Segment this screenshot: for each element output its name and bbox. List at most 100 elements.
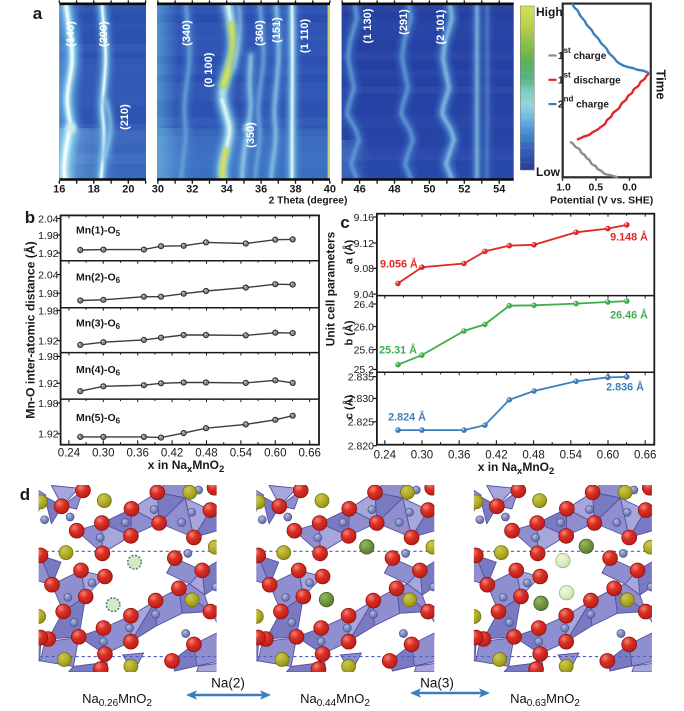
svg-text:Na0.44MnO2: Na0.44MnO2	[300, 691, 370, 709]
svg-text:54: 54	[493, 183, 506, 195]
svg-text:0.54: 0.54	[230, 448, 253, 460]
svg-text:2.820: 2.820	[348, 441, 374, 453]
svg-text:40: 40	[324, 183, 336, 195]
svg-text:0.48: 0.48	[195, 448, 217, 460]
svg-text:0.42: 0.42	[485, 450, 507, 462]
svg-text:32: 32	[186, 183, 198, 195]
svg-text:x in NaxMnO2: x in NaxMnO2	[478, 460, 555, 477]
svg-text:1.98: 1.98	[38, 288, 59, 300]
svg-text:Mn(2)-O6: Mn(2)-O6	[76, 271, 121, 285]
svg-text:a (Å): a (Å)	[343, 239, 356, 264]
svg-text:Mn-O inter-atomic distance (Å): Mn-O inter-atomic distance (Å)	[23, 241, 38, 418]
svg-text:0.0: 0.0	[622, 182, 637, 194]
svg-text:(0 100): (0 100)	[203, 52, 215, 87]
svg-text:36: 36	[255, 183, 267, 195]
svg-text:0.42: 0.42	[161, 448, 183, 460]
svg-text:25.31 Å: 25.31 Å	[379, 344, 417, 357]
svg-text:Mn(4)-O6: Mn(4)-O6	[76, 364, 121, 378]
svg-text:0.24: 0.24	[374, 450, 397, 462]
svg-text:0.66: 0.66	[298, 448, 320, 460]
svg-text:34: 34	[221, 183, 234, 195]
svg-text:1.98: 1.98	[38, 351, 59, 363]
svg-text:2.04: 2.04	[38, 269, 59, 281]
svg-text:(291): (291)	[398, 9, 410, 35]
svg-text:d: d	[20, 485, 30, 504]
svg-text:26.0: 26.0	[354, 321, 375, 333]
svg-text:0.66: 0.66	[634, 450, 656, 462]
svg-text:0.36: 0.36	[448, 450, 470, 462]
svg-text:2.836 Å: 2.836 Å	[606, 381, 644, 394]
svg-text:1.0: 1.0	[556, 182, 571, 194]
svg-text:38: 38	[289, 183, 301, 195]
svg-text:Mn(5)-O6: Mn(5)-O6	[76, 412, 121, 426]
svg-text:16: 16	[53, 183, 65, 195]
svg-text:25.6: 25.6	[354, 344, 375, 356]
svg-text:0.5: 0.5	[588, 182, 603, 194]
svg-text:9.12: 9.12	[354, 238, 375, 250]
svg-text:High: High	[536, 5, 563, 19]
svg-text:c (Å): c (Å)	[343, 394, 356, 419]
svg-text:Mn(1)-O5: Mn(1)-O5	[76, 225, 121, 239]
svg-text:(360): (360)	[254, 20, 266, 46]
svg-text:30: 30	[152, 183, 164, 195]
svg-text:0.24: 0.24	[58, 448, 81, 460]
svg-text:2.824 Å: 2.824 Å	[388, 410, 426, 423]
svg-text:(140): (140)	[65, 21, 77, 47]
svg-text:(151): (151)	[271, 17, 283, 43]
svg-text:1.98: 1.98	[38, 305, 59, 317]
svg-text:x in NaxMnO2: x in NaxMnO2	[148, 458, 225, 475]
svg-text:9.148 Å: 9.148 Å	[610, 231, 648, 244]
svg-text:Low: Low	[536, 165, 561, 179]
svg-text:1.92: 1.92	[38, 429, 59, 441]
svg-text:1.98: 1.98	[38, 398, 59, 410]
svg-text:(2 101): (2 101)	[435, 9, 447, 44]
svg-text:0.48: 0.48	[522, 450, 544, 462]
svg-text:1.92: 1.92	[38, 248, 59, 260]
svg-text:Unit cell parameters: Unit cell parameters	[324, 231, 338, 346]
svg-text:9.16: 9.16	[354, 212, 375, 224]
svg-text:(210): (210)	[119, 104, 131, 130]
svg-text:52: 52	[458, 183, 470, 195]
svg-text:9.08: 9.08	[354, 263, 375, 275]
svg-text:Potential (V vs. SHE): Potential (V vs. SHE)	[550, 195, 653, 207]
svg-text:0.30: 0.30	[92, 448, 114, 460]
svg-text:c: c	[340, 213, 349, 232]
svg-text:Na0.26MnO2: Na0.26MnO2	[82, 691, 152, 709]
svg-text:(1 130): (1 130)	[362, 8, 374, 43]
svg-text:Mn(3)-O6: Mn(3)-O6	[76, 318, 121, 332]
svg-text:9.056 Å: 9.056 Å	[380, 258, 418, 271]
svg-text:0.30: 0.30	[411, 450, 433, 462]
svg-text:18: 18	[88, 183, 100, 195]
svg-text:(200): (200)	[98, 21, 110, 47]
svg-text:b (Å): b (Å)	[343, 320, 356, 345]
svg-text:2.825: 2.825	[348, 417, 374, 429]
svg-text:Na(2): Na(2)	[211, 676, 245, 691]
svg-text:(340): (340)	[181, 20, 193, 46]
svg-text:1.92: 1.92	[38, 335, 59, 347]
svg-text:0.36: 0.36	[127, 448, 149, 460]
svg-text:1.98: 1.98	[38, 230, 59, 242]
svg-text:26.4: 26.4	[354, 299, 375, 311]
svg-text:2 Theta (degree): 2 Theta (degree)	[269, 196, 348, 207]
svg-text:20: 20	[122, 183, 134, 195]
svg-text:0.60: 0.60	[264, 448, 286, 460]
svg-text:Time: Time	[654, 69, 669, 99]
svg-text:(350): (350)	[245, 122, 257, 148]
svg-text:2.830: 2.830	[348, 393, 374, 405]
svg-text:(1 110): (1 110)	[299, 19, 311, 54]
svg-text:a: a	[33, 4, 43, 23]
svg-text:Na(3): Na(3)	[420, 676, 454, 691]
svg-text:Na0.63MnO2: Na0.63MnO2	[510, 691, 580, 709]
svg-text:26.46 Å: 26.46 Å	[610, 309, 648, 322]
svg-text:2.835: 2.835	[348, 371, 374, 383]
svg-text:46: 46	[354, 183, 366, 195]
svg-text:0.60: 0.60	[597, 450, 619, 462]
svg-text:0.54: 0.54	[560, 450, 583, 462]
svg-text:25.2: 25.2	[354, 364, 375, 376]
svg-text:48: 48	[388, 183, 400, 195]
svg-text:2.04: 2.04	[38, 213, 59, 225]
svg-text:b: b	[25, 208, 35, 227]
svg-text:9.04: 9.04	[354, 289, 375, 301]
svg-text:50: 50	[423, 183, 435, 195]
svg-text:1.92: 1.92	[38, 378, 59, 390]
